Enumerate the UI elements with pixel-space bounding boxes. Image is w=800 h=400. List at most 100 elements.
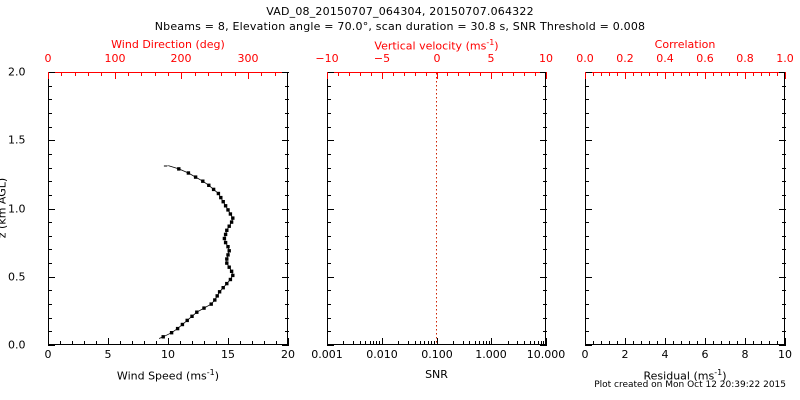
series-correlation <box>769 94 786 343</box>
axis-tick <box>282 277 289 278</box>
axis-tick <box>502 72 503 76</box>
axis-tick <box>601 341 602 345</box>
axis-tick <box>48 222 52 223</box>
axis-tick <box>782 263 786 264</box>
axis-tick <box>128 72 129 76</box>
axis-tick <box>543 209 547 210</box>
axis-tick <box>681 72 682 76</box>
axis-tick <box>327 345 334 346</box>
axis-tick <box>737 341 738 345</box>
panel-residual-correlation <box>585 72 785 345</box>
axis-tick <box>540 277 547 278</box>
axis-tick <box>543 341 544 345</box>
axis-tick <box>349 72 350 76</box>
axis-tick <box>48 249 52 250</box>
axis-tick <box>729 341 730 345</box>
axis-tick <box>327 277 334 278</box>
axis-tick <box>479 341 480 345</box>
axis-tick <box>753 341 754 345</box>
axis-tick <box>108 338 109 345</box>
axis-tick <box>541 341 542 345</box>
axis-tick <box>697 72 698 76</box>
axis-tick <box>713 341 714 345</box>
axis-tick <box>657 72 658 76</box>
axis-tick <box>327 72 334 73</box>
axis-tick <box>393 72 394 76</box>
x-tick-label-top: 0 <box>44 52 52 65</box>
axis-tick <box>721 341 722 345</box>
axis-tick <box>285 318 289 319</box>
axis-tick <box>585 304 589 305</box>
axis-tick <box>782 99 786 100</box>
axis-tick <box>486 341 487 345</box>
x-axis-title-bottom: SNR <box>425 368 448 381</box>
axis-tick <box>745 338 746 345</box>
axis-tick <box>782 195 786 196</box>
x-tick-label-bottom: 10 <box>778 348 792 361</box>
axis-tick <box>585 209 589 210</box>
x-tick-label-top: −5 <box>373 52 391 65</box>
axis-tick <box>463 341 464 345</box>
axis-tick <box>285 331 289 332</box>
axis-tick <box>534 341 535 345</box>
x-tick-label-bottom: 0.001 <box>311 348 343 361</box>
panel-wind-speed-direction <box>48 72 288 345</box>
axis-tick <box>543 99 547 100</box>
x-tick-label-top: 0.2 <box>616 52 634 65</box>
axis-tick <box>240 341 241 345</box>
axis-tick <box>282 140 289 141</box>
axis-tick <box>216 341 217 345</box>
axis-tick <box>729 72 730 76</box>
axis-tick <box>625 72 626 79</box>
axis-tick <box>431 341 432 345</box>
axis-tick <box>753 72 754 76</box>
axis-tick <box>408 341 409 345</box>
axis-tick <box>285 222 289 223</box>
axis-tick <box>585 263 589 264</box>
axis-tick <box>737 72 738 76</box>
axis-tick <box>609 341 610 345</box>
axis-tick <box>585 181 589 182</box>
axis-tick <box>285 181 289 182</box>
axis-tick <box>782 127 786 128</box>
axis-tick <box>782 249 786 250</box>
axis-tick <box>546 72 547 79</box>
x-axis-title-top: Wind Direction (deg) <box>111 38 225 51</box>
axis-tick <box>517 341 518 345</box>
axis-tick <box>540 140 547 141</box>
axis-tick <box>779 345 786 346</box>
axis-tick <box>785 338 786 345</box>
axis-tick <box>155 72 156 76</box>
axis-tick <box>769 72 770 76</box>
axis-tick <box>404 72 405 76</box>
x-tick-label-bottom: 10.000 <box>526 348 566 361</box>
axis-tick <box>585 338 586 345</box>
axis-tick <box>633 72 634 76</box>
axis-tick <box>458 72 459 76</box>
x-axis-title-top: Correlation <box>654 38 716 51</box>
axis-tick <box>779 72 786 73</box>
axis-tick <box>327 290 331 291</box>
axis-tick <box>60 341 61 345</box>
axis-tick <box>141 72 142 76</box>
axis-tick <box>382 338 383 345</box>
axis-tick <box>360 72 361 76</box>
axis-tick <box>649 341 650 345</box>
axis-tick <box>285 290 289 291</box>
axis-tick <box>524 341 525 345</box>
axis-tick <box>601 72 602 76</box>
axis-tick <box>181 72 182 79</box>
axis-tick <box>101 72 102 76</box>
axis-tick <box>673 341 674 345</box>
axis-tick <box>543 236 547 237</box>
axis-tick <box>180 341 181 345</box>
axis-tick <box>543 331 547 332</box>
x-tick-label-top: 200 <box>170 52 192 65</box>
figure-subtitle: Nbeams = 8, Elevation angle = 70.0°, sca… <box>154 20 646 33</box>
axis-tick <box>288 338 289 345</box>
axis-tick <box>779 140 786 141</box>
axis-tick <box>208 72 209 76</box>
x-tick-label-top: −10 <box>315 52 339 65</box>
axis-tick <box>285 263 289 264</box>
